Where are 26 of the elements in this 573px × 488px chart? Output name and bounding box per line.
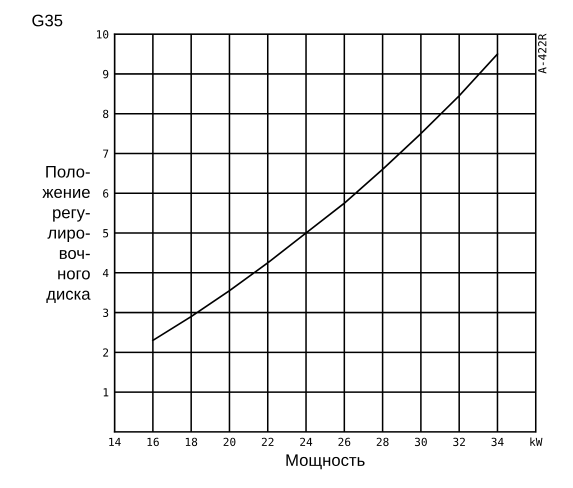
y-tick-label: 4 bbox=[102, 268, 109, 278]
x-axis-title: Мощность bbox=[286, 454, 365, 470]
y-tick-label: 8 bbox=[103, 110, 108, 118]
y-tick-label: 2 bbox=[103, 348, 108, 357]
x-tick-label: 26 bbox=[338, 438, 350, 446]
y-axis-title: Поло- жение регу- лиро- воч- ного диска bbox=[42, 166, 91, 303]
y-tick-label: 10 bbox=[97, 30, 108, 39]
x-tick-label: 34 bbox=[492, 438, 504, 446]
x-tick-label: 18 bbox=[186, 438, 198, 446]
y-tick-label: 6 bbox=[103, 189, 108, 198]
x-tick-label: 30 bbox=[414, 438, 427, 446]
x-tick-label: 22 bbox=[262, 438, 274, 446]
text: A-422R bbox=[538, 34, 546, 74]
y-tick-label: 9 bbox=[103, 70, 108, 78]
x-tick-label: 28 bbox=[376, 438, 389, 446]
y-tick-label: 3 bbox=[103, 308, 108, 317]
x-tick-label: 32 bbox=[453, 438, 465, 446]
chart-title: G35 bbox=[32, 14, 62, 26]
x-tick-label: 16 bbox=[148, 438, 159, 446]
x-tick-label: 24 bbox=[300, 438, 312, 446]
x-tick-label: kW bbox=[530, 437, 542, 446]
x-tick-label: 20 bbox=[224, 438, 236, 446]
x-tick-label: 14 bbox=[109, 438, 121, 446]
y-tick-label: 7 bbox=[103, 150, 108, 158]
y-tick-label: 5 bbox=[103, 229, 108, 238]
y-tick-label: 1 bbox=[104, 388, 108, 396]
